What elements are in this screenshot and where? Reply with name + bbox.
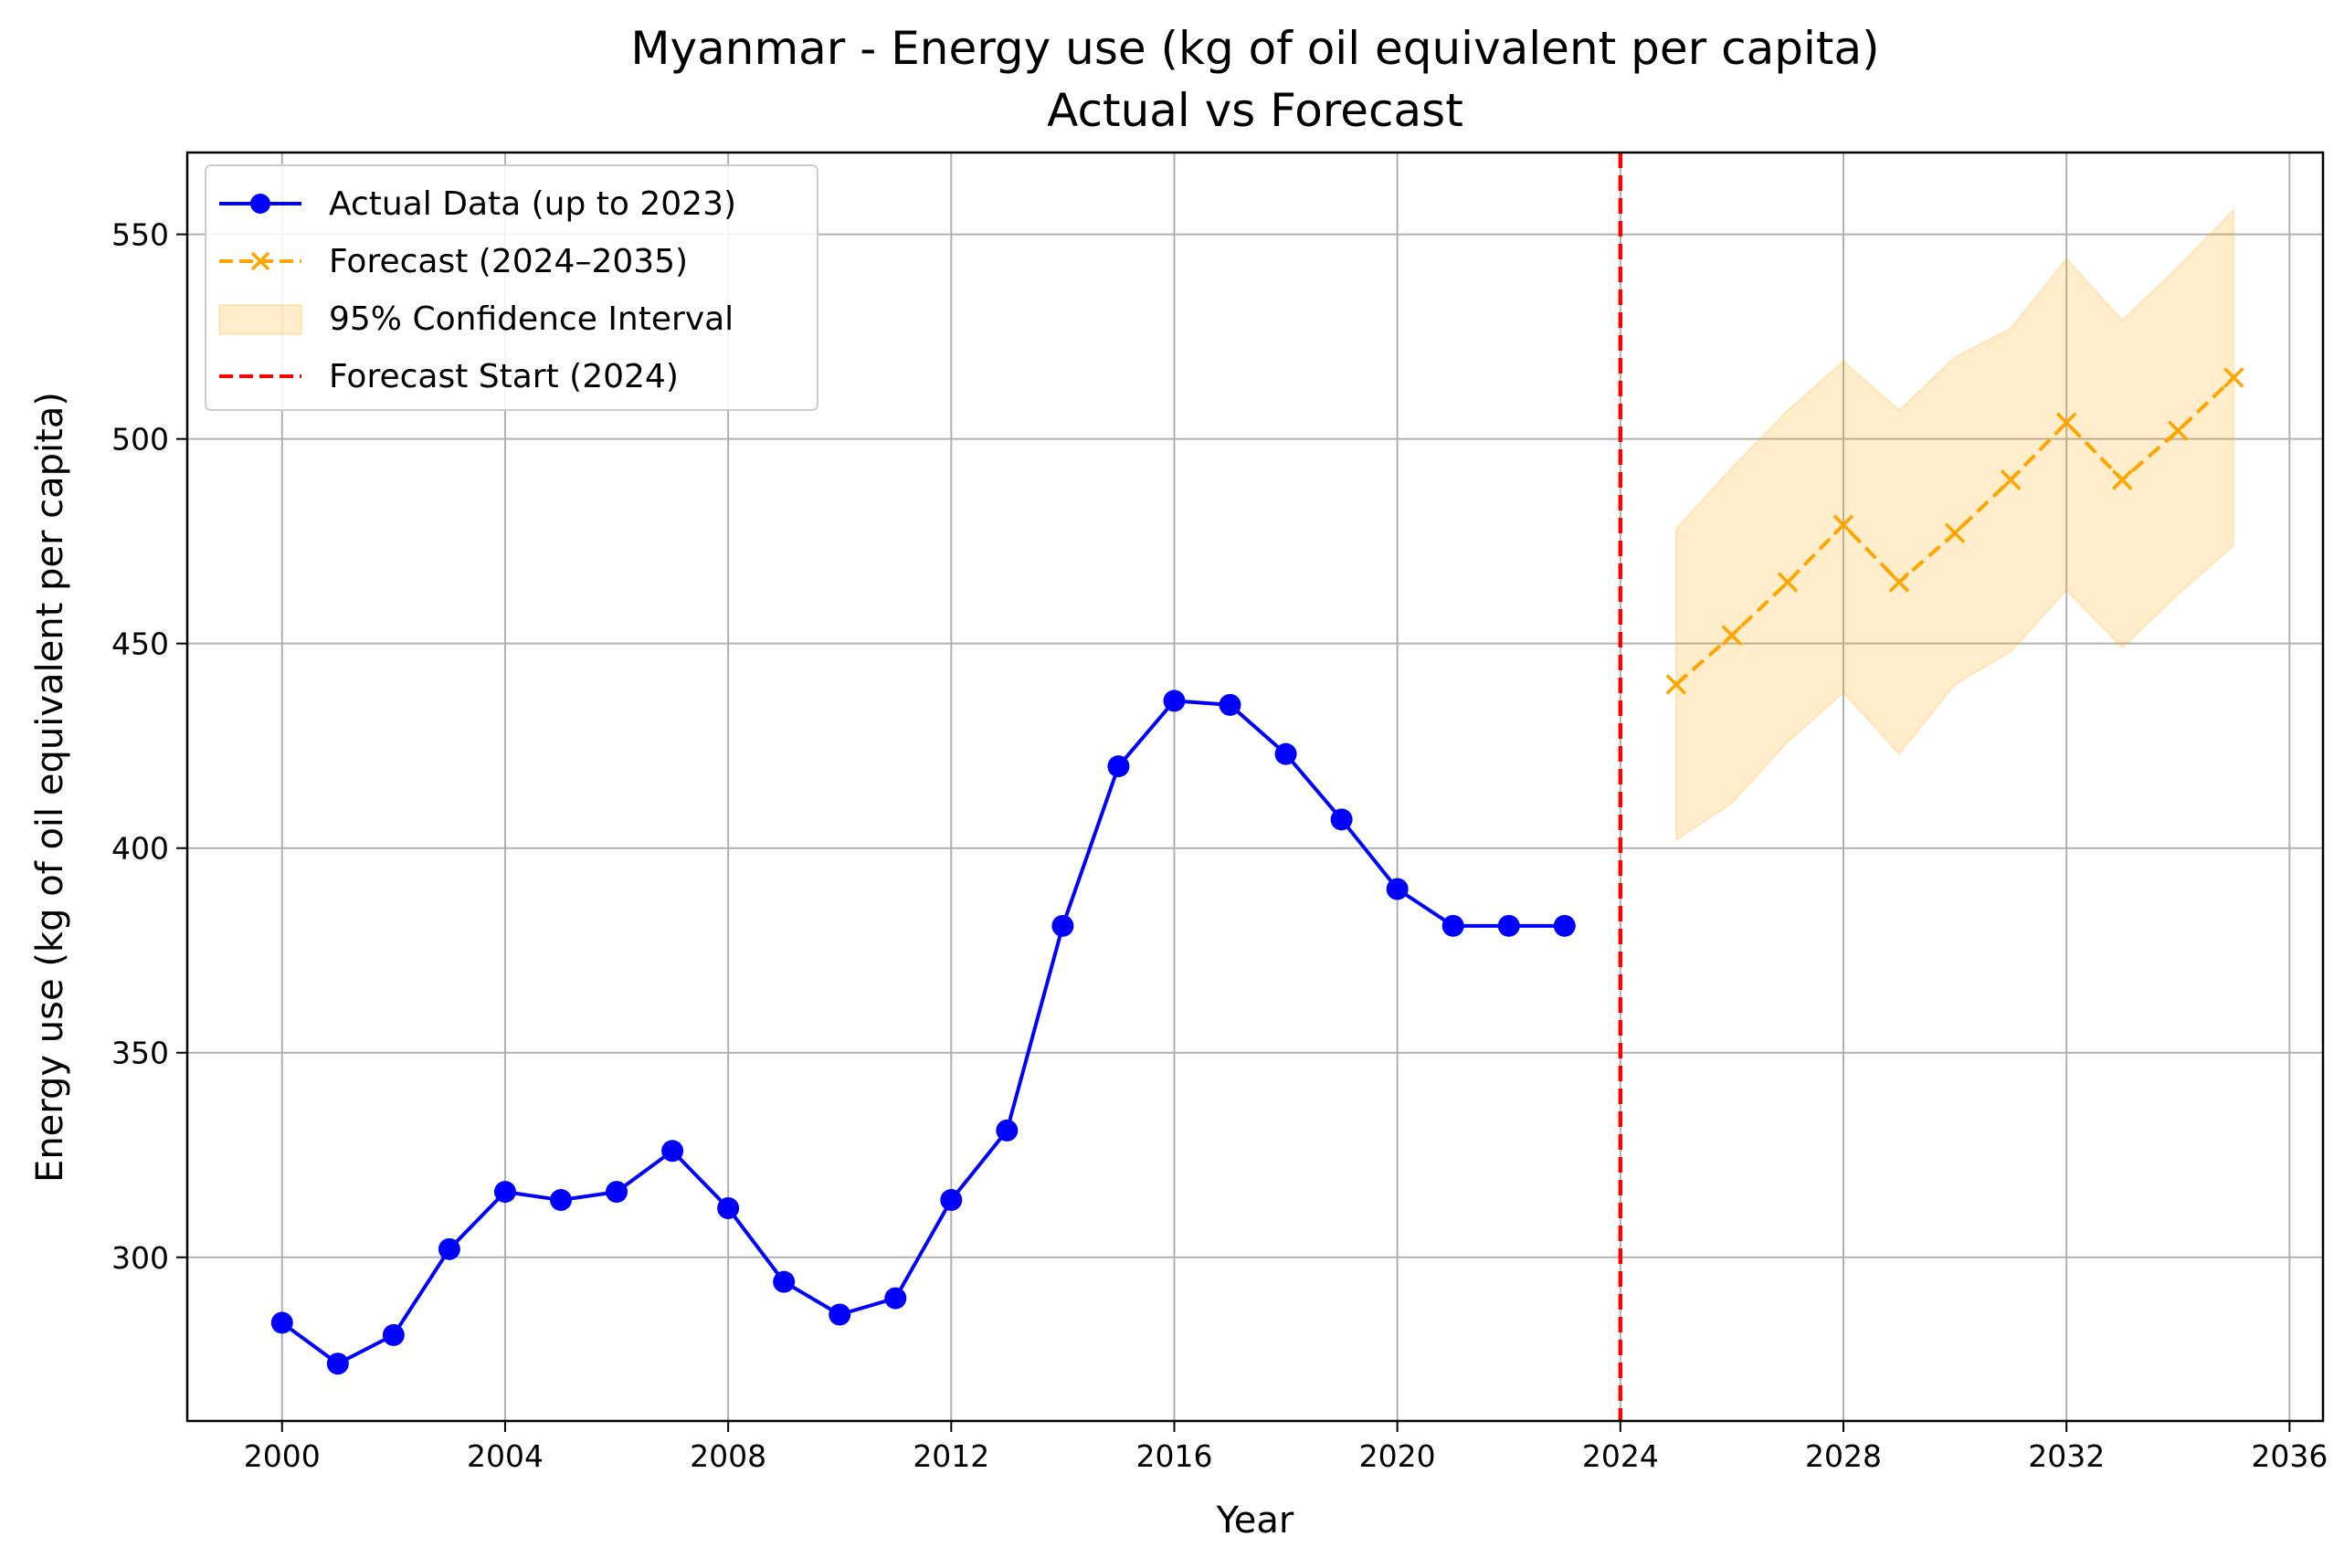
actual-data-point <box>884 1287 907 1310</box>
y-tick-label: 500 <box>111 422 169 458</box>
forecast-data-point <box>1721 625 1743 646</box>
chart-title: Myanmar - Energy use (kg of oil equivale… <box>630 22 1879 75</box>
legend-item-forecast-start: Forecast Start (2024) <box>219 358 679 395</box>
x-tick-label: 2004 <box>467 1438 544 1474</box>
x-tick-label: 2008 <box>690 1438 766 1474</box>
x-tick-label: 2020 <box>1359 1438 1436 1474</box>
actual-data-point <box>1553 914 1576 937</box>
actual-data-point <box>1051 914 1074 937</box>
forecast-data-point <box>2000 469 2022 490</box>
x-tick-label: 2012 <box>913 1438 989 1474</box>
forecast-data-point <box>1832 514 1854 535</box>
legend-item-actual: Actual Data (up to 2023) <box>219 185 736 223</box>
confidence-interval-layer <box>1674 207 2235 842</box>
actual-data-point <box>438 1237 460 1260</box>
legend-item-ci: 95% Confidence Interval <box>218 300 734 338</box>
x-tick-label: 2000 <box>244 1438 321 1474</box>
x-tick-label: 2032 <box>2028 1438 2105 1474</box>
x-axis-title: Year <box>1216 1500 1294 1542</box>
actual-data-point <box>1274 742 1297 765</box>
forecast-data-point <box>1888 572 1910 593</box>
legend-ci-swatch <box>218 304 302 335</box>
forecast-data-point <box>1944 522 1966 543</box>
actual-data-point <box>940 1189 963 1212</box>
legend-forecast-label: Forecast (2024–2035) <box>329 243 688 280</box>
y-tick-label: 350 <box>111 1036 169 1071</box>
legend-forecast-start-label: Forecast Start (2024) <box>329 358 679 395</box>
actual-data-point <box>773 1270 796 1293</box>
actual-data-point <box>382 1323 405 1346</box>
y-tick-label: 550 <box>111 217 169 253</box>
y-tick-label: 400 <box>111 831 169 867</box>
legend-ci-label: 95% Confidence Interval <box>329 300 734 338</box>
actual-data-point <box>829 1303 851 1326</box>
actual-data-point <box>1219 693 1241 716</box>
actual-data-point <box>493 1181 516 1204</box>
forecast-data-point <box>2223 367 2244 388</box>
y-axis-title: Energy use (kg of oil equivalent per cap… <box>29 392 71 1183</box>
actual-data-point <box>606 1181 628 1204</box>
actual-data-point <box>1107 755 1130 778</box>
forecast-data-point <box>2168 420 2189 441</box>
actual-data-point <box>549 1189 572 1212</box>
forecast-data-point <box>2055 412 2077 433</box>
confidence-band <box>1674 207 2235 842</box>
actual-data-point <box>1330 808 1353 831</box>
legend-actual-label: Actual Data (up to 2023) <box>329 185 736 223</box>
actual-data-point <box>1386 878 1409 900</box>
actual-data-point <box>717 1197 740 1220</box>
legend-actual-marker <box>250 194 270 214</box>
actual-data-point <box>270 1311 293 1334</box>
legend-frame <box>205 164 818 411</box>
actual-data-point <box>1441 914 1464 937</box>
actual-data-point <box>996 1119 1019 1142</box>
actual-data-point <box>1163 689 1186 712</box>
forecast-data-point <box>2112 469 2133 490</box>
legend-item-forecast: Forecast (2024–2035) <box>219 243 688 280</box>
series-layer <box>270 367 2244 1375</box>
plot-frame <box>185 151 2325 1423</box>
legend-forecast-marker <box>250 251 270 271</box>
actual-series-line <box>280 699 1565 1366</box>
x-tick-label: 2028 <box>1805 1438 1882 1474</box>
actual-data-point <box>1497 914 1520 937</box>
legend: Actual Data (up to 2023) Forecast (2024–… <box>205 164 818 411</box>
x-tick-label: 2016 <box>1135 1438 1212 1474</box>
y-tick-label: 450 <box>111 626 169 662</box>
actual-data-point <box>326 1352 349 1375</box>
axis-ticks: 2000 2004 2008 2012 2016 2020 2024 2028 2032 2036… <box>111 217 2328 1474</box>
forecast-data-point <box>1665 674 1687 695</box>
x-tick-label: 2036 <box>2251 1438 2328 1474</box>
y-tick-label: 300 <box>111 1240 169 1276</box>
chart-subtitle: Actual vs Forecast <box>1047 84 1463 137</box>
forecast-data-point <box>1777 572 1799 593</box>
actual-data-point <box>661 1140 684 1163</box>
x-tick-label: 2024 <box>1582 1438 1659 1474</box>
